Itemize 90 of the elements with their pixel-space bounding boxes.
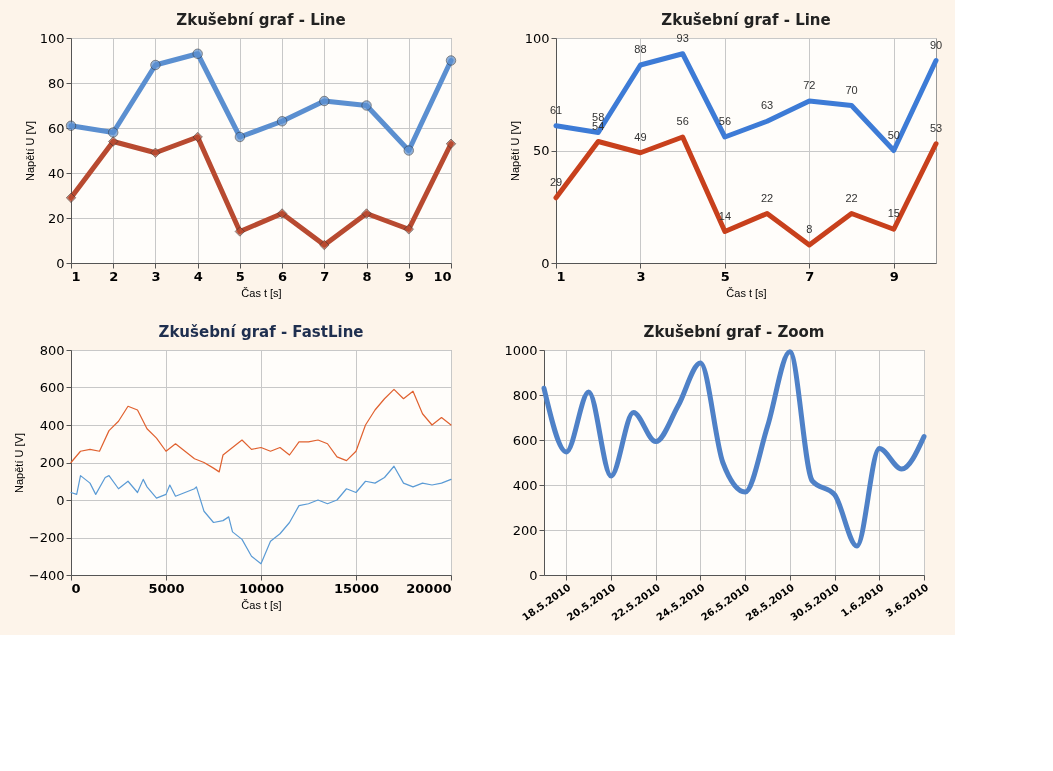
point <box>445 55 457 66</box>
data-label: 50 <box>887 128 900 141</box>
point <box>192 131 203 143</box>
y-tick-label: 600 <box>512 432 538 448</box>
point <box>276 116 288 127</box>
point <box>403 224 414 235</box>
x-tick-label: 3 <box>636 268 646 284</box>
point <box>319 95 330 107</box>
y-tick-label: 800 <box>39 342 65 358</box>
x-tick-label: 2 <box>109 268 119 284</box>
y-tick-label: 60 <box>47 120 65 136</box>
x-tick-label: 7 <box>320 268 330 284</box>
point <box>150 147 161 158</box>
y-tick-label: 0 <box>56 255 65 271</box>
y-tick-label: 200 <box>39 455 65 470</box>
x-tick-label: 3 <box>151 268 161 284</box>
y-tick-label: 100 <box>39 30 65 46</box>
chart-title: Zkušební graf - FastLine <box>158 323 364 341</box>
data-label: 63 <box>760 99 774 112</box>
point <box>319 239 330 251</box>
y-axis-title: Napětí U [V] <box>23 121 36 181</box>
y-tick-label: 0 <box>529 567 538 583</box>
y-tick-label: 100 <box>524 30 550 46</box>
x-tick-label: 7 <box>805 268 815 284</box>
x-axis-title: Čas t [s] <box>241 598 282 611</box>
x-tick-label: 15000 <box>333 580 380 596</box>
point <box>65 192 77 203</box>
x-tick-label: 0 <box>71 580 81 596</box>
point <box>276 208 288 219</box>
data-label: 72 <box>803 79 816 91</box>
point <box>150 59 161 71</box>
x-tick-label: 8 <box>362 268 372 284</box>
point <box>445 138 457 149</box>
point <box>234 131 246 143</box>
x-tick-label: 5 <box>235 268 245 284</box>
point <box>361 100 372 111</box>
x-tick-label: 1 <box>556 268 566 284</box>
y-tick-label: 0 <box>541 255 550 271</box>
x-tick-label: 5 <box>720 268 730 284</box>
x-tick-label: 10 <box>433 268 452 284</box>
data-label: 93 <box>676 31 689 44</box>
data-label: 88 <box>634 43 647 55</box>
data-label: 56 <box>718 115 732 127</box>
chart-title: Zkušební graf - Line <box>661 11 831 29</box>
y-axis-title: Napětí U [V] <box>508 121 521 181</box>
y-tick-label: 400 <box>512 477 538 493</box>
x-tick-label: 9 <box>889 268 899 284</box>
data-label: 22 <box>760 191 774 204</box>
chart-title: Zkušební graf - Zoom <box>643 323 825 341</box>
y-tick-label: 0 <box>56 492 65 508</box>
point <box>234 226 246 237</box>
y-tick-label: 400 <box>39 417 65 433</box>
point <box>192 48 203 59</box>
line-series <box>70 388 452 473</box>
point <box>65 120 77 131</box>
data-label: 8 <box>806 223 813 235</box>
data-label: 70 <box>845 83 858 96</box>
y-tick-label: 800 <box>512 387 538 403</box>
x-tick-label: 4 <box>193 268 203 284</box>
x-tick-label: 5000 <box>148 580 185 596</box>
y-tick-label: −400 <box>28 567 65 583</box>
y-tick-label: 50 <box>532 143 550 158</box>
x-tick-label: 1 <box>71 268 81 284</box>
data-label: 22 <box>845 191 858 204</box>
y-tick-label: 600 <box>39 380 65 395</box>
data-label: 49 <box>634 130 647 143</box>
y-tick-label: 200 <box>512 522 538 538</box>
y-tick-label: 80 <box>47 75 65 91</box>
x-tick-label: 9 <box>404 268 414 284</box>
x-tick-label: 20000 <box>406 580 452 596</box>
data-label: 58 <box>592 110 605 123</box>
x-axis-title: Čas t [s] <box>726 286 767 299</box>
data-label: 56 <box>676 115 689 127</box>
y-tick-label: 1000 <box>504 342 538 358</box>
point <box>108 127 119 138</box>
line-series <box>70 465 452 565</box>
y-axis-title: Napětí U [V] <box>12 433 25 493</box>
x-tick-label: 6 <box>278 268 288 284</box>
y-tick-label: 20 <box>47 210 65 226</box>
y-tick-label: −200 <box>28 530 65 545</box>
data-label: 15 <box>887 207 900 220</box>
point <box>108 136 119 147</box>
data-label: 90 <box>929 38 943 51</box>
point <box>403 145 414 156</box>
chart-title: Zkušební graf - Line <box>176 11 346 29</box>
data-label: 53 <box>929 121 943 134</box>
x-tick-label: 10000 <box>238 580 285 596</box>
y-tick-label: 40 <box>47 165 65 181</box>
point <box>361 208 372 219</box>
x-axis-title: Čas t [s] <box>241 286 282 299</box>
